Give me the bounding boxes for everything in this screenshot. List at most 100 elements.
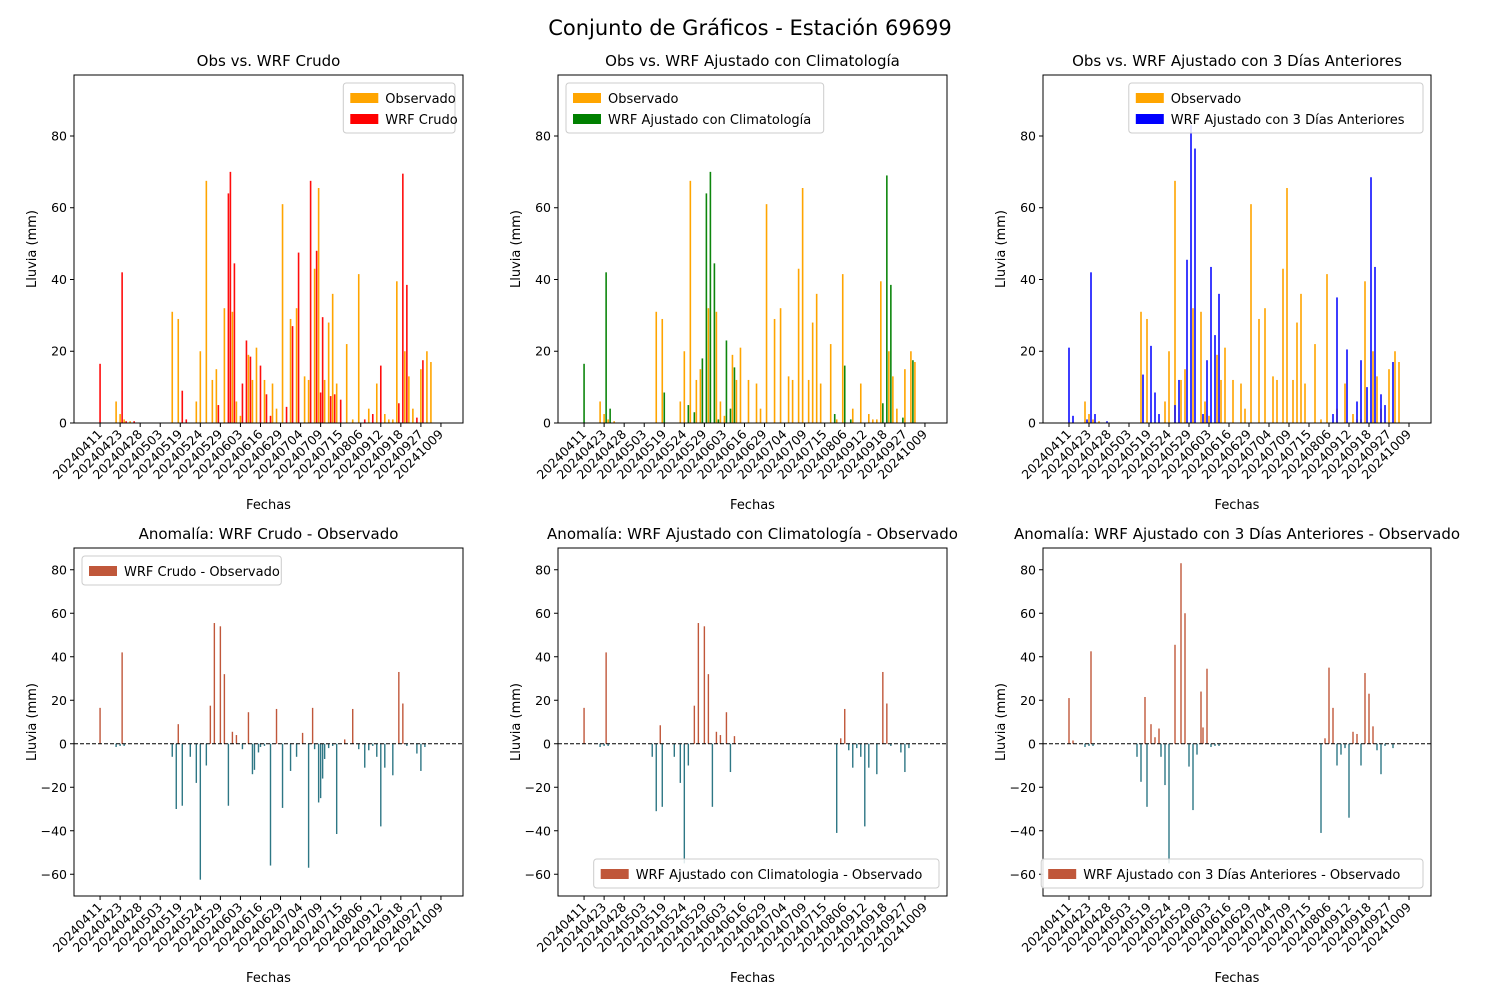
y-tick-label: −60 [525,867,551,882]
bar [1200,691,1202,744]
bar [599,401,601,423]
bar [1336,743,1338,766]
bar [888,351,890,423]
bar [914,362,916,423]
bar [1356,401,1358,423]
bar [856,743,858,749]
bar [1224,347,1226,423]
subplot-2: Obs vs. WRF Ajustado con Climatología 0 20… [509,52,948,513]
bar [836,743,838,833]
bar [1146,743,1148,807]
y-tick-label: 20 [1020,693,1036,708]
legend: Observado WRF Ajustado con Climatología [565,82,825,134]
bar [876,419,878,423]
bar [1360,743,1362,766]
bar [257,743,260,753]
bar [253,743,256,770]
legend: WRF Crudo - Observado [81,555,282,586]
x-axis-label: Fechas [1215,498,1260,513]
y-axis-label: Lluvia (mm) [509,210,524,288]
bar [661,318,664,423]
bar [1314,344,1316,423]
bar [321,317,324,423]
bar [1220,379,1222,423]
bar [1158,414,1160,423]
bar [1206,668,1208,744]
bar [715,731,718,744]
bar [392,419,394,423]
x-axis-label: Fechas [1215,971,1260,986]
y-tick-label: −40 [41,823,67,838]
bar [1196,743,1198,755]
bar [747,379,750,423]
bar [227,743,230,806]
bar [430,362,432,423]
bar [1192,743,1194,811]
bar [1332,414,1334,423]
bar [687,743,690,766]
bar [372,743,374,746]
subplot-6: Anomalía: WRF Ajustado con 3 Días Anteri… [994,525,1460,986]
subplot-title: Obs vs. WRF Ajustado con 3 Días Anterior… [1072,52,1402,70]
bar [719,401,722,423]
bar [1326,274,1328,423]
bar [319,743,322,799]
bar [301,732,304,744]
bar [1272,376,1274,423]
bar [1372,351,1374,423]
bar [426,351,428,423]
bar [189,743,191,757]
bar [1364,673,1366,744]
bar [384,743,386,768]
bar [1372,726,1374,744]
bar [416,743,418,754]
bar [868,743,870,768]
bar [422,360,424,423]
bar [1368,693,1370,744]
bar [1384,743,1386,746]
bar [859,383,862,423]
bar [1364,281,1366,423]
bar [195,743,198,783]
legend-box [565,82,825,134]
bar [583,363,585,423]
bar [331,293,334,423]
bar [1292,379,1294,423]
bar [707,674,710,744]
bar [1202,414,1204,423]
subplot-title: Anomalía: WRF Ajustado con 3 Días Anteri… [1014,525,1460,543]
bar [313,268,316,423]
bar [380,743,382,827]
bar [333,394,336,423]
bar [1244,408,1246,423]
bar [177,318,180,423]
bar [119,743,121,746]
subplot-title: Anomalía: WRF Ajustado con Climatología … [547,525,958,543]
bar [852,743,854,768]
bar [872,419,874,423]
bar [406,284,408,423]
bar [699,369,702,423]
y-tick-label: 80 [535,562,551,577]
bar [807,379,810,423]
bar [327,743,330,749]
y-tick-label: 80 [51,128,67,143]
y-tick-label: 60 [535,606,551,621]
bar [1158,728,1160,744]
bar [416,417,418,423]
bar [231,731,234,744]
bar [1340,743,1342,755]
bar [719,735,722,744]
y-tick-label: 20 [535,344,551,359]
bar [1180,379,1182,423]
bar [1084,743,1086,748]
bar [1214,743,1216,746]
y-tick-label: 80 [535,128,551,143]
bar [303,376,306,423]
bar [1320,743,1322,833]
bar [1250,204,1252,423]
bar [185,419,188,423]
bar [609,408,611,423]
bar [1174,644,1176,744]
bar [368,743,370,751]
